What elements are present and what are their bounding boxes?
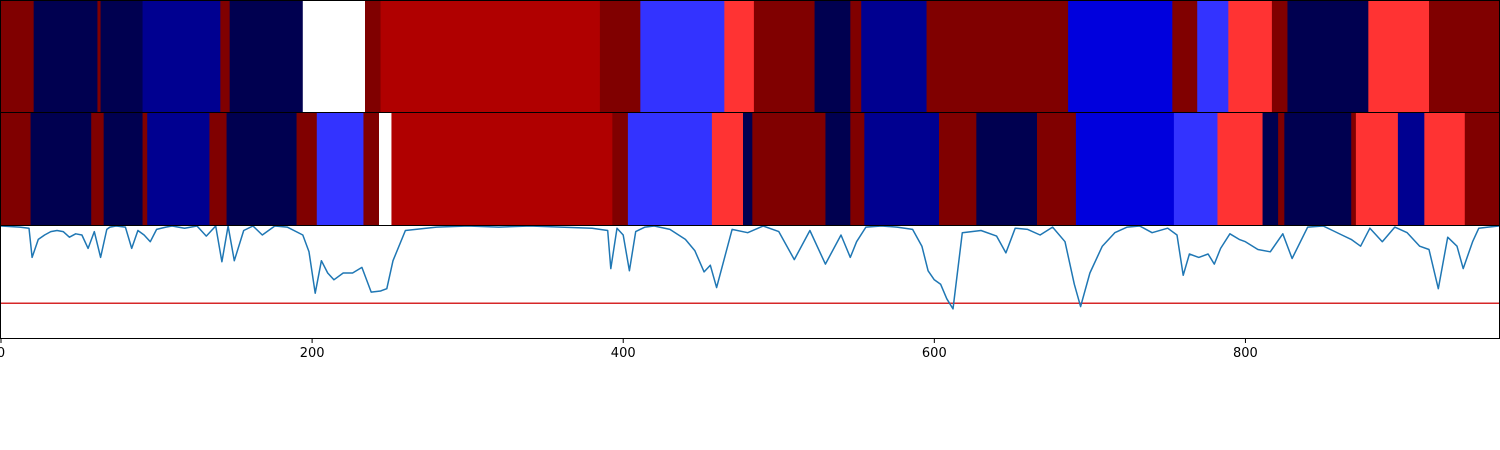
heatmap-segment — [100, 1, 144, 112]
heatmap-segment — [1424, 113, 1466, 225]
heatmap-segment — [363, 113, 380, 225]
heatmap-segment — [30, 113, 92, 225]
heatmap-segment — [226, 113, 298, 225]
heatmap-segment — [1271, 1, 1289, 112]
x-tick-label: 200 — [300, 346, 325, 361]
heatmap-panel-middle — [0, 112, 1500, 226]
heatmap-segment — [33, 1, 99, 112]
line-panel — [0, 225, 1500, 339]
heatmap-segment — [752, 113, 827, 225]
heatmap-segment — [926, 1, 1069, 112]
heatmap-segment — [1355, 113, 1399, 225]
heatmap-segment — [612, 113, 629, 225]
heatmap-segment — [142, 113, 148, 225]
heatmap-segment — [939, 113, 977, 225]
heatmap-segment — [97, 1, 102, 112]
heatmap-segment — [209, 113, 228, 225]
heatmap-segment — [825, 113, 851, 225]
heatmap-segment — [599, 1, 641, 112]
heatmap-segment — [379, 113, 393, 225]
heatmap-segment — [753, 1, 816, 112]
heatmap-segment — [711, 113, 744, 225]
heatmap-segment — [91, 113, 105, 225]
heatmap-segment — [1037, 113, 1077, 225]
heatmap-segment — [1075, 113, 1175, 225]
heatmap-segment — [1464, 113, 1500, 225]
heatmap-segment — [1197, 1, 1229, 112]
heatmap-segment — [1278, 113, 1285, 225]
heatmap-segment — [850, 1, 862, 112]
heatmap-segment — [976, 113, 1038, 225]
heatmap-segment — [1217, 113, 1264, 225]
heatmap-segment — [1351, 113, 1357, 225]
heatmap-segment — [1397, 113, 1425, 225]
heatmap-segment — [1287, 1, 1369, 112]
heatmap-segment — [743, 113, 753, 225]
heatmap-segment — [850, 113, 865, 225]
heatmap-segment — [142, 1, 221, 112]
heatmap-segment — [1172, 1, 1198, 112]
heatmap-segment — [1262, 113, 1279, 225]
heatmap-segment — [391, 113, 613, 225]
heatmap-segment — [296, 113, 318, 225]
x-tick-label: 0 — [0, 346, 5, 361]
heatmap-segment — [147, 113, 211, 225]
x-tick-label: 800 — [1233, 346, 1258, 361]
heatmap-segment — [1068, 1, 1173, 112]
heatmap-segment — [1429, 1, 1500, 112]
heatmap-segment — [640, 1, 725, 112]
heatmap-segment — [814, 1, 851, 112]
heatmap-segment — [316, 113, 365, 225]
heatmap-segment — [1368, 1, 1430, 112]
heatmap-segment — [1173, 113, 1219, 225]
heatmap-segment — [1, 1, 35, 112]
heatmap-segment — [1, 113, 32, 225]
series-line — [1, 226, 1499, 310]
heatmap-segment — [627, 113, 713, 225]
heatmap-segment — [864, 113, 940, 225]
heatmap-segment — [724, 1, 755, 112]
heatmap-segment — [220, 1, 231, 112]
x-axis: 0 200 400 600 800 — [0, 338, 1258, 361]
heatmap-segment — [103, 113, 144, 225]
heatmap-segment — [229, 1, 304, 112]
x-tick-label: 400 — [611, 346, 636, 361]
heatmap-segment — [861, 1, 928, 112]
x-tick-label: 600 — [922, 346, 947, 361]
heatmap-segment — [380, 1, 601, 112]
heatmap-segment — [365, 1, 382, 112]
heatmap-segment — [1284, 113, 1352, 225]
heatmap-segment — [1228, 1, 1273, 112]
heatmap-segment — [302, 1, 366, 112]
heatmap-panel-top — [0, 0, 1500, 113]
